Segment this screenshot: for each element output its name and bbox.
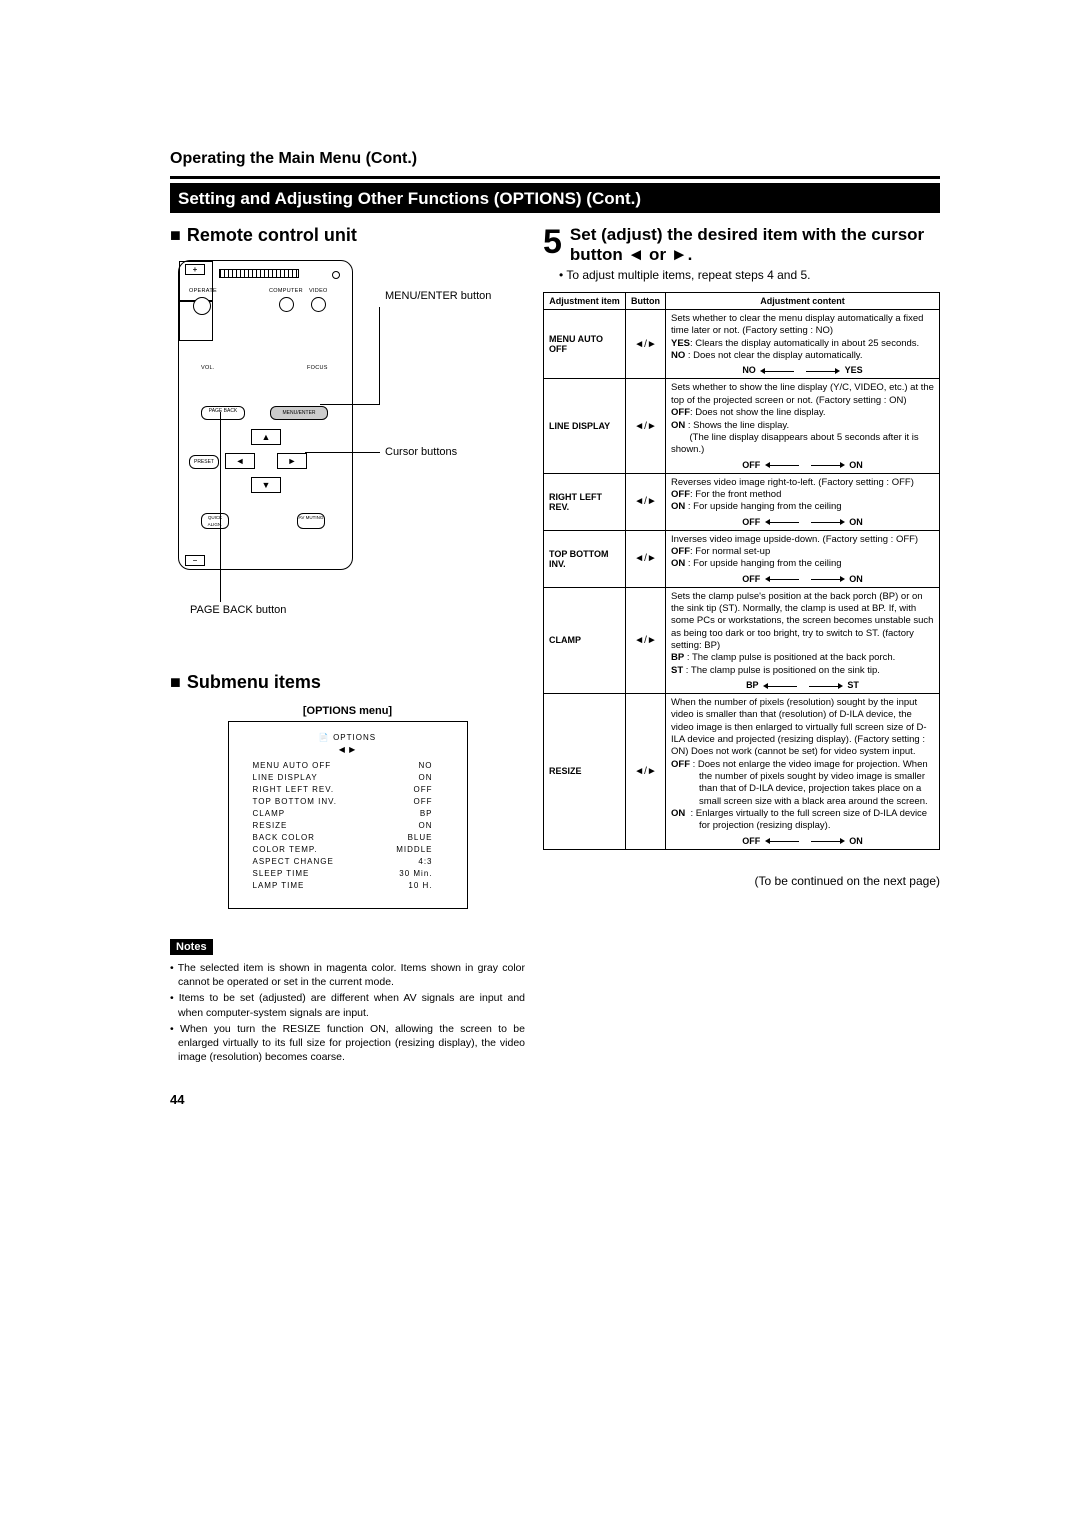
pageback-label: PAGE BACK button (190, 604, 286, 616)
square-bullet-icon: ■ (170, 225, 181, 246)
step-instruction: Set (adjust) the desired item with the c… (570, 225, 940, 264)
col-content: Adjustment content (666, 293, 940, 310)
step-number: 5 (543, 225, 562, 259)
submenu-heading: Submenu items (187, 672, 321, 693)
cursor-buttons-label: Cursor buttons (385, 446, 457, 458)
col-item: Adjustment item (544, 293, 626, 310)
remote-heading: Remote control unit (187, 225, 357, 246)
black-bar-heading: Setting and Adjusting Other Functions (O… (170, 183, 940, 213)
continued-note: (To be continued on the next page) (543, 874, 940, 888)
page-number: 44 (170, 1092, 940, 1107)
section-title: Operating the Main Menu (Cont.) (170, 150, 940, 168)
options-menu-caption: [OPTIONS menu] (170, 705, 525, 717)
step-bullet: • To adjust multiple items, repeat steps… (559, 268, 940, 282)
adjustment-table: Adjustment item Button Adjustment conten… (543, 292, 940, 850)
menu-enter-label: MENU/ENTER button (385, 290, 505, 303)
notes-list: • The selected item is shown in magenta … (170, 961, 525, 1064)
col-button: Button (626, 293, 666, 310)
options-menu-box: 📄 OPTIONS◀ ▶ MENU AUTO OFFNOLINE DISPLAY… (228, 721, 468, 909)
notes-badge: Notes (170, 939, 213, 955)
square-bullet-icon: ■ (170, 672, 181, 693)
remote-diagram: OPERATE COMPUTER VIDEO +− VOL. +− FOCUS … (170, 252, 525, 652)
